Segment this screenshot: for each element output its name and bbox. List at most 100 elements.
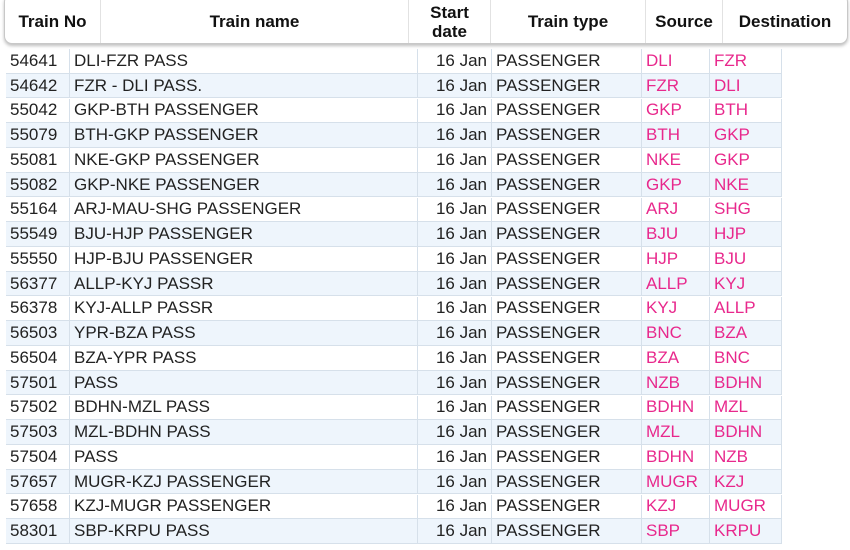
destination: KZJ bbox=[710, 469, 782, 494]
start-date: 16 Jan bbox=[418, 370, 492, 395]
train-no: 56504 bbox=[6, 346, 70, 370]
source: GKP bbox=[642, 98, 710, 123]
destination: KRPU bbox=[710, 519, 782, 543]
train-no: 54642 bbox=[6, 73, 70, 98]
destination: BZA bbox=[710, 321, 782, 345]
train-type: PASSENGER bbox=[492, 271, 642, 296]
start-date: 16 Jan bbox=[418, 73, 492, 98]
source: HJP bbox=[642, 247, 710, 271]
train-no: 58301 bbox=[6, 519, 70, 543]
train-no: 55549 bbox=[6, 222, 70, 246]
destination: GKP bbox=[710, 148, 782, 172]
table-row: 54641 DLI-FZR PASS 16 Jan PASSENGER DLI FZR bbox=[6, 49, 782, 74]
destination: DLI bbox=[710, 73, 782, 98]
start-date: 16 Jan bbox=[418, 346, 492, 370]
destination: HJP bbox=[710, 222, 782, 246]
start-date: 16 Jan bbox=[418, 148, 492, 172]
destination: KYJ bbox=[710, 271, 782, 296]
source: KYJ bbox=[642, 296, 710, 321]
start-date: 16 Jan bbox=[418, 395, 492, 420]
table-row: 55042 GKP-BTH PASSENGER 16 Jan PASSENGER GKP… bbox=[6, 98, 782, 124]
train-no: 56378 bbox=[6, 296, 70, 321]
train-no: 55081 bbox=[6, 148, 70, 172]
train-name: KZJ-MUGR PASSENGER bbox=[70, 494, 418, 519]
train-no: 55550 bbox=[6, 247, 70, 271]
train-name: ALLP-KYJ PASSR bbox=[70, 271, 418, 296]
source: BNC bbox=[642, 321, 710, 345]
train-type: PASSENGER bbox=[492, 370, 642, 395]
table-row: 56503 YPR-BZA PASS 16 Jan PASSENGER BNC BZA bbox=[6, 321, 782, 346]
train-name: KYJ-ALLP PASSR bbox=[70, 296, 418, 321]
train-name: BDHN-MZL PASS bbox=[70, 395, 418, 420]
table-row: 57504 PASS 16 Jan PASSENGER BDHN NZB bbox=[6, 445, 782, 470]
start-date: 16 Jan bbox=[418, 172, 492, 197]
train-name: MUGR-KZJ PASSENGER bbox=[70, 469, 418, 494]
column-header: Train name bbox=[101, 0, 409, 43]
train-type: PASSENGER bbox=[492, 346, 642, 370]
train-type: PASSENGER bbox=[492, 469, 642, 494]
source: KZJ bbox=[642, 494, 710, 519]
start-date: 16 Jan bbox=[418, 519, 492, 543]
destination: BDHN bbox=[710, 420, 782, 444]
train-no: 56377 bbox=[6, 271, 70, 296]
train-no: 57504 bbox=[6, 445, 70, 469]
destination: NZB bbox=[710, 445, 782, 469]
table-row: 54642 FZR - DLI PASS. 16 Jan PASSENGER FZR DL… bbox=[6, 73, 782, 99]
source: ALLP bbox=[642, 271, 710, 296]
train-name: NKE-GKP PASSENGER bbox=[70, 148, 418, 172]
destination: BDHN bbox=[710, 370, 782, 395]
column-header: Source bbox=[646, 0, 723, 43]
source: NKE bbox=[642, 148, 710, 172]
destination: FZR bbox=[710, 49, 782, 73]
train-name: PASS bbox=[70, 445, 418, 469]
source: BTH bbox=[642, 123, 710, 147]
source: BDHN bbox=[642, 445, 710, 469]
start-date: 16 Jan bbox=[418, 197, 492, 222]
train-type: PASSENGER bbox=[492, 420, 642, 444]
source: MUGR bbox=[642, 469, 710, 494]
train-name: SBP-KRPU PASS bbox=[70, 519, 418, 543]
table-row: 57657 MUGR-KZJ PASSENGER 16 Jan PASSENGER MU… bbox=[6, 469, 782, 495]
train-name: DLI-FZR PASS bbox=[70, 49, 418, 73]
destination: GKP bbox=[710, 123, 782, 147]
table-row: 55549 BJU-HJP PASSENGER 16 Jan PASSENGER BJU… bbox=[6, 222, 782, 247]
train-type: PASSENGER bbox=[492, 197, 642, 222]
train-no: 57501 bbox=[6, 370, 70, 395]
train-type: PASSENGER bbox=[492, 445, 642, 469]
table-header: Train No Train name Start date Train type So… bbox=[4, 0, 848, 44]
train-no: 57502 bbox=[6, 395, 70, 420]
train-no: 55079 bbox=[6, 123, 70, 147]
train-type: PASSENGER bbox=[492, 395, 642, 420]
train-name: BTH-GKP PASSENGER bbox=[70, 123, 418, 147]
table-row: 55081 NKE-GKP PASSENGER 16 Jan PASSENGER NKE… bbox=[6, 148, 782, 173]
start-date: 16 Jan bbox=[418, 247, 492, 271]
start-date: 16 Jan bbox=[418, 494, 492, 519]
train-no: 57658 bbox=[6, 494, 70, 519]
table-row: 57502 BDHN-MZL PASS 16 Jan PASSENGER BDHN MZL bbox=[6, 395, 782, 421]
train-name: MZL-BDHN PASS bbox=[70, 420, 418, 444]
start-date: 16 Jan bbox=[418, 420, 492, 444]
destination: MZL bbox=[710, 395, 782, 420]
train-no: 55082 bbox=[6, 172, 70, 197]
table-row: 55164 ARJ-MAU-SHG PASSENGER 16 Jan PASSENGE… bbox=[6, 197, 782, 223]
table-row: 57658 KZJ-MUGR PASSENGER 16 Jan PASSENGER KZ… bbox=[6, 494, 782, 520]
start-date: 16 Jan bbox=[418, 123, 492, 147]
column-header: Train type bbox=[491, 0, 646, 43]
train-name: BJU-HJP PASSENGER bbox=[70, 222, 418, 246]
train-name: BZA-YPR PASS bbox=[70, 346, 418, 370]
train-name: GKP-NKE PASSENGER bbox=[70, 172, 418, 197]
source: MZL bbox=[642, 420, 710, 444]
column-header: Start date bbox=[409, 0, 491, 43]
destination: BNC bbox=[710, 346, 782, 370]
table-row: 57501 PASS 16 Jan PASSENGER NZB BDHN bbox=[6, 370, 782, 396]
train-type: PASSENGER bbox=[492, 98, 642, 123]
train-name: YPR-BZA PASS bbox=[70, 321, 418, 345]
source: BZA bbox=[642, 346, 710, 370]
destination: MUGR bbox=[710, 494, 782, 519]
destination: ALLP bbox=[710, 296, 782, 321]
train-no: 55042 bbox=[6, 98, 70, 123]
source: SBP bbox=[642, 519, 710, 543]
destination: BJU bbox=[710, 247, 782, 271]
train-type: PASSENGER bbox=[492, 247, 642, 271]
train-name: FZR - DLI PASS. bbox=[70, 73, 418, 98]
